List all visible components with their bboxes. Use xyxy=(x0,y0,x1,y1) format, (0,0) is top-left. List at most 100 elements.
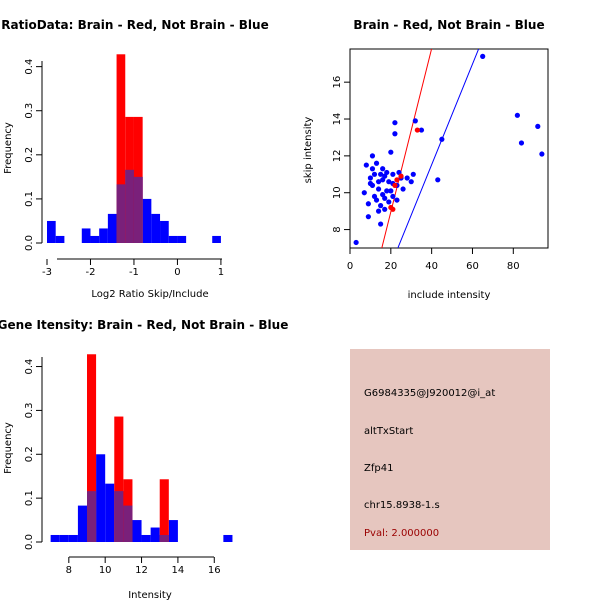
not-brain-point xyxy=(386,199,392,205)
not-brain-point xyxy=(404,175,410,181)
not-brain-point xyxy=(408,179,414,185)
not-brain-bar xyxy=(50,534,60,542)
not-brain-bar xyxy=(77,505,87,542)
y-tick-label: 0.2 xyxy=(24,446,35,462)
overlap-bar xyxy=(114,491,124,542)
not-brain-point xyxy=(388,188,394,194)
x-tick-label: -1 xyxy=(129,267,139,278)
intensity-hist-bars xyxy=(50,354,233,542)
not-brain-bar xyxy=(68,534,78,542)
not-brain-point xyxy=(539,151,545,157)
not-brain-point xyxy=(435,177,441,183)
y-tick-label: 10 xyxy=(332,186,343,199)
y-tick-label: 14 xyxy=(332,113,343,126)
not-brain-bar xyxy=(150,527,160,542)
not-brain-bar xyxy=(168,520,178,542)
brain-point xyxy=(394,177,400,183)
y-tick-label: 0.2 xyxy=(24,147,35,163)
y-tick-label: 0.3 xyxy=(24,402,35,418)
y-tick-label: 0.3 xyxy=(24,103,35,119)
not-brain-point xyxy=(382,195,388,201)
not-brain-point xyxy=(384,188,390,194)
not-brain-point xyxy=(365,201,371,207)
not-brain-point xyxy=(361,190,367,196)
not-brain-point xyxy=(369,153,376,159)
brain-bar xyxy=(159,479,169,542)
not-brain-bar xyxy=(141,534,151,542)
not-brain-point xyxy=(535,123,541,129)
y-tick-label: 12 xyxy=(332,150,343,163)
x-tick-label: 60 xyxy=(466,261,479,272)
probe-id-text: G6984335@J920012@i_at xyxy=(364,388,495,399)
not-brain-point xyxy=(375,186,382,192)
scatter-fit-lines xyxy=(381,49,480,248)
scatter-ylabel: skip intensity xyxy=(303,117,314,184)
ratio-histogram-panel: RatioData: Brain - Red, Not Brain - Blue… xyxy=(1,18,268,300)
not-brain-bar xyxy=(55,235,65,243)
not-brain-bar xyxy=(223,534,233,542)
not-brain-point xyxy=(375,208,382,214)
not-brain-point xyxy=(390,171,396,177)
ratio-hist-title: RatioData: Brain - Red, Not Brain - Blue xyxy=(1,18,268,32)
x-tick-label: 8 xyxy=(66,565,72,576)
not-brain-bar xyxy=(212,235,221,243)
not-brain-point xyxy=(365,214,371,220)
scatter-title: Brain - Red, Not Brain - Blue xyxy=(353,18,544,32)
not-brain-point xyxy=(378,221,384,227)
ratio-hist-y-ticks: 0.0 0.1 0.2 0.3 0.4 xyxy=(24,59,42,251)
not-brain-point xyxy=(369,166,376,172)
not-brain-point xyxy=(480,53,486,59)
not-brain-point xyxy=(514,112,520,118)
not-brain-point xyxy=(382,206,388,212)
not-brain-point xyxy=(392,120,398,126)
x-tick-label: 80 xyxy=(507,261,520,272)
intensity-hist-ylabel: Frequency xyxy=(3,422,14,474)
not-brain-bar xyxy=(105,483,115,542)
y-tick-label: 8 xyxy=(332,226,343,232)
x-tick-label: 10 xyxy=(99,565,112,576)
y-tick-label: 0.4 xyxy=(24,59,35,75)
x-tick-label: 12 xyxy=(135,565,148,576)
x-tick-label: 14 xyxy=(172,565,185,576)
not-brain-bar xyxy=(160,220,169,243)
not-brain-point xyxy=(373,197,380,203)
x-tick-label: 16 xyxy=(208,565,221,576)
not-brain-bar xyxy=(96,454,106,542)
info-panel: G6984335@J920012@i_at altTxStart Zfp41 c… xyxy=(350,349,550,550)
not-brain-bar xyxy=(142,198,152,243)
brain-point xyxy=(398,173,404,179)
overlap-bar xyxy=(116,184,126,243)
not-brain-point xyxy=(388,149,394,155)
y-tick-label: 0.1 xyxy=(24,490,35,506)
y-tick-label: 16 xyxy=(332,76,343,89)
y-tick-label: 0.0 xyxy=(24,534,35,550)
intensity-hist-y-ticks: 0.0 0.1 0.2 0.3 0.4 xyxy=(24,359,42,550)
not-brain-fit-line xyxy=(397,49,480,248)
x-tick-label: 0 xyxy=(347,261,353,272)
brain-bar xyxy=(87,354,97,542)
not-brain-point xyxy=(378,171,384,177)
not-brain-bar xyxy=(99,228,108,243)
not-brain-bar xyxy=(107,213,117,243)
event-type-text: altTxStart xyxy=(364,426,413,437)
intensity-hist-xlabel: Intensity xyxy=(128,590,172,600)
scatter-plot-box xyxy=(349,48,549,249)
overlap-bar xyxy=(87,491,97,542)
not-brain-point xyxy=(353,239,359,246)
info-panel-background xyxy=(350,349,550,550)
not-brain-point xyxy=(518,140,525,146)
ratio-hist-xlabel: Log2 Ratio Skip/Include xyxy=(91,289,208,300)
ratio-hist-x-ticks: -3 -2 -1 0 1 xyxy=(42,259,224,278)
intensity-histogram-panel: Gene Itensity: Brain - Red, Not Brain - … xyxy=(0,318,288,600)
y-tick-label: 0.1 xyxy=(24,191,35,207)
not-brain-point xyxy=(373,160,380,166)
y-tick-label: 0.0 xyxy=(24,235,35,251)
not-brain-point xyxy=(412,118,418,124)
brain-point xyxy=(390,206,396,212)
not-brain-bar xyxy=(151,213,161,243)
pval-text: Pval: 2.000000 xyxy=(364,528,439,539)
not-brain-bar xyxy=(47,220,56,243)
not-brain-point xyxy=(375,179,382,185)
